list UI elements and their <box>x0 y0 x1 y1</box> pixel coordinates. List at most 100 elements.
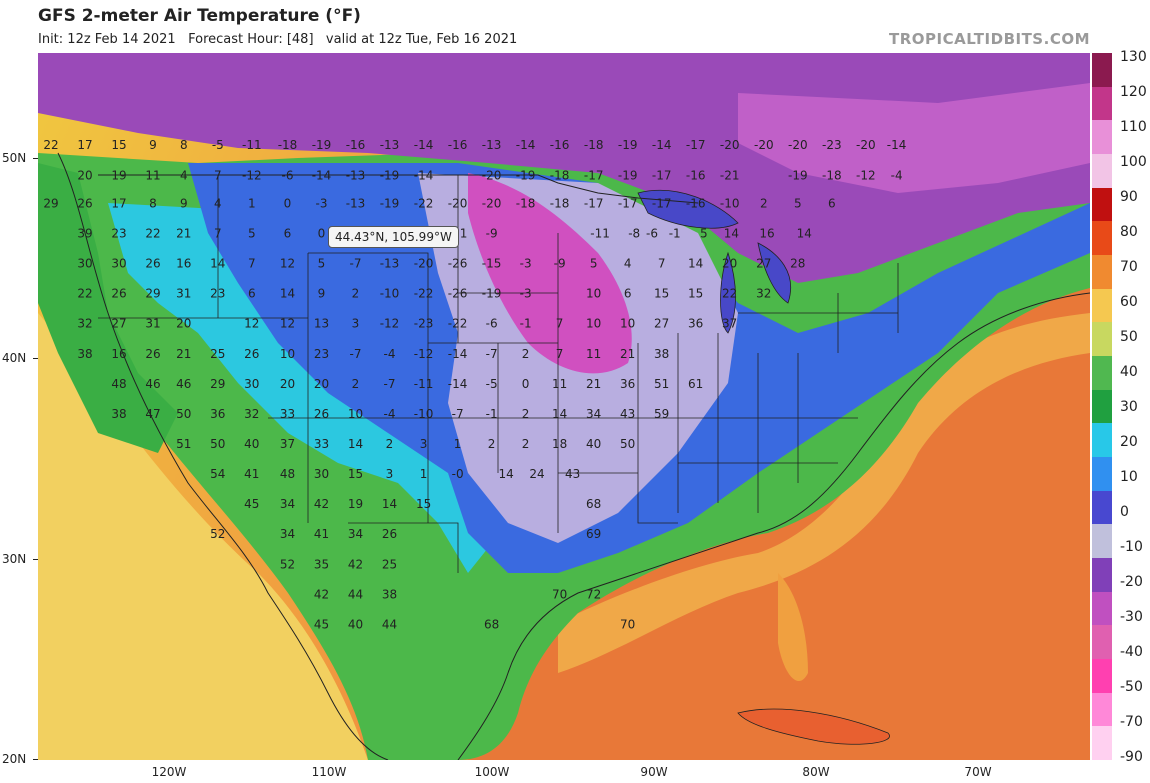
temperature-value: 40 <box>348 617 363 631</box>
temperature-value: 5 <box>794 196 802 210</box>
temperature-value: 37 <box>280 437 295 451</box>
temperature-value: -19 <box>380 168 400 182</box>
temperature-value: 36 <box>688 317 703 331</box>
temperature-value: 45 <box>314 617 329 631</box>
colorbar <box>1092 53 1112 761</box>
lake-michigan <box>720 251 736 334</box>
colorbar-tick-label: 110 <box>1120 119 1147 135</box>
temperature-labels: 22 17 15 9 8 -5 -11 -18 -19 -16 -13 -14 -16 -13 -14 -16… <box>43 138 906 631</box>
temperature-value: 38 <box>111 407 126 421</box>
temperature-value: 20 <box>280 377 295 391</box>
temperature-value: 16 <box>176 257 191 271</box>
temperature-value: 1 <box>454 437 462 451</box>
colorbar-segment <box>1092 120 1112 155</box>
temperature-value: 30 <box>314 467 329 481</box>
temperature-value: 20 <box>314 377 329 391</box>
colorbar-segment <box>1092 423 1112 458</box>
temperature-value: -21 <box>720 168 740 182</box>
temperature-value: 36 <box>210 407 225 421</box>
temperature-value: -14 <box>312 168 332 182</box>
colorbar-segment <box>1092 389 1112 424</box>
temperature-value: -3 <box>520 287 532 301</box>
temperature-value: 25 <box>382 557 397 571</box>
temperature-value: -14 <box>448 377 468 391</box>
colorbar-segment <box>1092 524 1112 559</box>
frigid-core-magenta <box>468 173 632 374</box>
temperature-value: 3 <box>386 467 394 481</box>
temperature-value: -20 <box>414 257 434 271</box>
temperature-value: 4 <box>624 257 632 271</box>
temperature-value: 15 <box>416 497 431 511</box>
temperature-value: 4 <box>214 196 222 210</box>
colorbar-tick-label: -30 <box>1120 609 1143 625</box>
colorbar-tick-label: 30 <box>1120 399 1138 415</box>
temperature-map[interactable]: 22 17 15 9 8 -5 -11 -18 -19 -16 -13 -14 -16 -13 -14 -16… <box>38 53 1090 760</box>
temperature-value: 14 <box>552 407 567 421</box>
temperature-value: 26 <box>145 347 160 361</box>
lat-tick <box>33 158 38 159</box>
temperature-value: 31 <box>176 287 191 301</box>
temperature-value: -17 <box>584 196 604 210</box>
temperature-value: -7 <box>350 347 362 361</box>
temperature-value: -17 <box>652 168 672 182</box>
lon-label-70w: 70W <box>964 765 992 779</box>
colorbar-segment <box>1092 356 1112 391</box>
temperature-value: 12 <box>244 317 259 331</box>
temperature-value: 38 <box>382 587 397 601</box>
temperature-value: 33 <box>280 407 295 421</box>
temperature-value: 2 <box>760 196 768 210</box>
colorbar-tick-label: 130 <box>1120 49 1147 65</box>
temperature-value: 6 <box>248 287 256 301</box>
temperature-value: -18 <box>516 196 536 210</box>
temperature-value: 7 <box>556 317 564 331</box>
colorbar-segment <box>1092 625 1112 660</box>
colorbar-segment <box>1092 726 1112 761</box>
temperature-value: -23 <box>414 317 434 331</box>
lon-label-90w: 90W <box>640 765 668 779</box>
temperature-value: 26 <box>145 257 160 271</box>
temperature-value: 34 <box>280 497 295 511</box>
temperature-value: 42 <box>314 587 329 601</box>
temperature-value: 14 <box>499 467 514 481</box>
temperature-value: -7 <box>350 257 362 271</box>
temperature-value: -14 <box>652 138 672 152</box>
temperature-value: -0 <box>452 467 464 481</box>
temperature-value: -13 <box>482 138 502 152</box>
temperature-value: 72 <box>586 587 601 601</box>
temperature-value: 17 <box>77 138 92 152</box>
lat-label-50n: 50N <box>2 151 27 165</box>
temperature-value: 2 <box>522 347 530 361</box>
temperature-value: 40 <box>586 437 601 451</box>
temperature-value: 26 <box>314 407 329 421</box>
temperature-value: 2 <box>488 437 496 451</box>
colorbar-segment <box>1092 457 1112 492</box>
temperature-value: -8 <box>628 227 640 241</box>
temperature-value: -12 <box>242 168 262 182</box>
temperature-value: -12 <box>856 168 876 182</box>
temperature-value: 35 <box>314 557 329 571</box>
temperature-value: 41 <box>314 527 329 541</box>
temperature-value: 69 <box>586 527 601 541</box>
lake-huron <box>757 242 792 304</box>
temperature-value: 70 <box>552 587 567 601</box>
temperature-value: -10 <box>380 287 400 301</box>
temperature-value: -17 <box>686 138 706 152</box>
lat-label-40n: 40N <box>2 351 27 365</box>
colorbar-tick-label: -90 <box>1120 749 1143 765</box>
temperature-value: -19 <box>516 168 536 182</box>
temperature-value: 34 <box>586 407 601 421</box>
temperature-value: 5 <box>700 227 708 241</box>
colorbar-tick-label: -10 <box>1120 539 1143 555</box>
temperature-value: 14 <box>348 437 363 451</box>
colorbar-tick-label: 60 <box>1120 294 1138 310</box>
temperature-value: -19 <box>788 168 808 182</box>
temperature-value: 43 <box>565 467 580 481</box>
temperature-value: -4 <box>891 168 903 182</box>
source-watermark[interactable]: TROPICALTIDBITS.COM <box>889 30 1090 48</box>
temperature-value: -4 <box>384 407 396 421</box>
florida-peninsula <box>778 573 808 682</box>
temperature-value: 26 <box>244 347 259 361</box>
colorbar-segment <box>1092 659 1112 694</box>
temperature-value: -17 <box>618 196 638 210</box>
temperature-value: 15 <box>654 287 669 301</box>
